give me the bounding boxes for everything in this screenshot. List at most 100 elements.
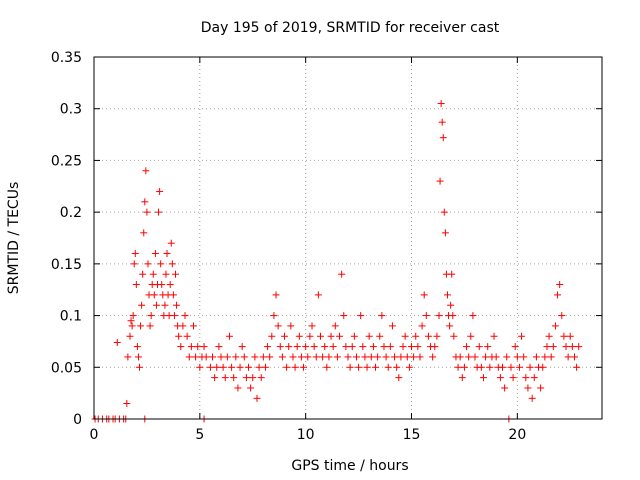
data-point xyxy=(173,301,181,309)
data-point xyxy=(350,332,358,340)
y-tick-label: 0.05 xyxy=(51,360,82,376)
data-point xyxy=(136,363,144,371)
data-point xyxy=(475,343,483,351)
data-point xyxy=(253,394,261,402)
data-point xyxy=(568,343,576,351)
data-point xyxy=(327,332,335,340)
data-point xyxy=(570,353,578,361)
plot-frame xyxy=(93,56,603,420)
data-point xyxy=(336,332,344,340)
data-point xyxy=(181,312,189,320)
data-point xyxy=(388,322,396,330)
data-point xyxy=(448,270,456,278)
data-point xyxy=(338,270,346,278)
data-point xyxy=(192,353,200,361)
data-point xyxy=(319,353,327,361)
data-point xyxy=(429,353,437,361)
y-axis-label: SRMTID / TECUs xyxy=(6,182,22,295)
data-point xyxy=(437,100,445,108)
data-point xyxy=(124,353,132,361)
data-point xyxy=(513,353,521,361)
data-point xyxy=(151,250,159,258)
data-point xyxy=(384,363,392,371)
data-point xyxy=(257,374,265,382)
data-point xyxy=(479,374,487,382)
data-point xyxy=(130,260,138,268)
data-point xyxy=(325,353,333,361)
data-point xyxy=(140,229,148,237)
data-point xyxy=(131,250,139,258)
data-point xyxy=(410,353,418,361)
data-point xyxy=(126,332,134,340)
data-point xyxy=(518,332,526,340)
data-point xyxy=(128,322,136,330)
data-point xyxy=(443,291,451,299)
data-point xyxy=(352,353,360,361)
data-point xyxy=(520,353,528,361)
data-point xyxy=(405,363,413,371)
data-point xyxy=(276,343,284,351)
x-tick-label: 15 xyxy=(403,427,421,443)
data-point xyxy=(170,312,178,320)
data-point xyxy=(515,363,523,371)
data-point xyxy=(133,343,141,351)
data-point xyxy=(137,322,145,330)
data-point xyxy=(482,353,490,361)
data-point xyxy=(560,332,568,340)
data-point xyxy=(501,384,509,392)
y-tick-label: 0 xyxy=(73,412,82,428)
data-point xyxy=(492,353,500,361)
data-point xyxy=(225,332,233,340)
axis-ticks xyxy=(93,56,602,420)
data-point xyxy=(155,208,163,216)
data-point xyxy=(355,363,363,371)
data-point xyxy=(564,353,572,361)
data-point xyxy=(189,322,197,330)
data-point xyxy=(230,374,238,382)
data-point xyxy=(209,353,217,361)
data-point xyxy=(541,353,549,361)
data-point xyxy=(219,363,227,371)
data-point xyxy=(435,312,443,320)
y-tick-label: 0.2 xyxy=(60,205,82,221)
data-point xyxy=(123,399,131,407)
data-point xyxy=(361,353,369,361)
data-point xyxy=(391,353,399,361)
data-point xyxy=(414,343,422,351)
data-point xyxy=(171,270,179,278)
data-point xyxy=(431,343,439,351)
data-point xyxy=(321,343,329,351)
x-axis-label: GPS time / hours xyxy=(291,458,408,474)
y-tick-label: 0.3 xyxy=(60,102,82,118)
data-point xyxy=(465,353,473,361)
data-point xyxy=(274,322,282,330)
data-point xyxy=(175,332,183,340)
data-point xyxy=(348,343,356,351)
data-point xyxy=(245,363,253,371)
data-point xyxy=(146,322,154,330)
data-point xyxy=(545,332,553,340)
data-point xyxy=(308,322,316,330)
data-point xyxy=(484,343,492,351)
data-point xyxy=(142,167,150,175)
x-tick-label: 10 xyxy=(297,427,315,443)
data-point xyxy=(490,332,498,340)
data-point xyxy=(333,353,341,361)
data-point xyxy=(446,322,454,330)
data-point xyxy=(278,353,286,361)
data-point xyxy=(440,208,448,216)
data-point xyxy=(436,177,444,185)
data-point xyxy=(532,353,540,361)
data-point xyxy=(202,353,210,361)
data-point xyxy=(156,187,164,195)
data-point xyxy=(558,312,566,320)
data-point xyxy=(363,363,371,371)
data-point xyxy=(543,343,551,351)
data-point xyxy=(344,353,352,361)
data-point xyxy=(217,353,225,361)
data-point xyxy=(378,312,386,320)
data-point xyxy=(395,374,403,382)
data-point xyxy=(300,363,308,371)
data-point xyxy=(304,353,312,361)
